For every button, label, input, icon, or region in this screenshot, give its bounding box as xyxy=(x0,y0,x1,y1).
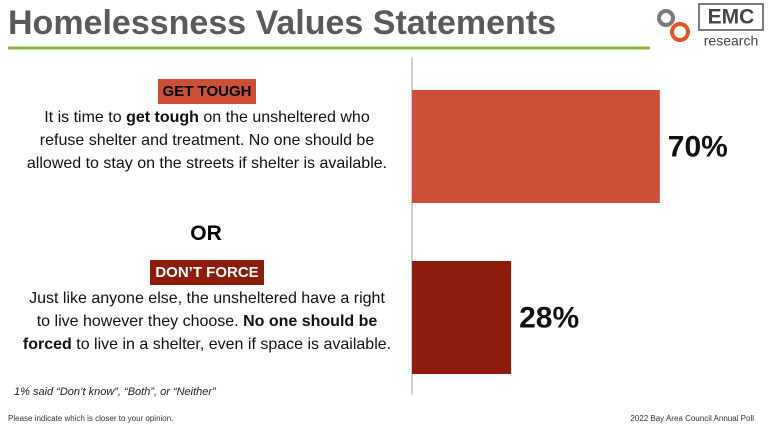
statement-emphasis: No one should be forced xyxy=(22,313,382,353)
logo-subtitle: research xyxy=(704,33,758,49)
statement-text: It is time to xyxy=(44,109,127,126)
annotation: 1% said “Don’t know”, “Both”, or “Neithe… xyxy=(14,386,216,398)
footer-note: Please indicate which is closer to your … xyxy=(8,414,174,423)
logo-name: EMC xyxy=(708,6,755,29)
separator: OR xyxy=(190,222,222,245)
statement-text: to live in a shelter, even if space is a… xyxy=(71,336,392,353)
value-label: 28% xyxy=(519,301,579,334)
statement-block: DON’T FORCE Just like anyone else, the un… xyxy=(22,260,392,356)
statement-text: Just like anyone else, the unsheltered h… xyxy=(29,290,390,330)
statement: Just like anyone else, the unsheltered h… xyxy=(22,287,392,356)
statement-block: GET TOUGH It is time to get tough on the … xyxy=(22,79,392,175)
category-label: GET TOUGH xyxy=(157,79,257,104)
bar xyxy=(412,261,512,374)
category-label: DON’T FORCE xyxy=(150,260,264,285)
logo-icon xyxy=(657,9,675,27)
statement-text: on the unsheltered who refuse shelter an… xyxy=(26,109,388,172)
statement-emphasis: get tough xyxy=(126,109,199,126)
logo-icon xyxy=(670,22,690,42)
value-label: 70% xyxy=(668,130,728,163)
bar xyxy=(412,90,660,203)
footer-source: 2022 Bay Area Council Annual Poll xyxy=(630,414,754,423)
title: Homelessness Values Statements xyxy=(8,4,557,42)
logo-box xyxy=(698,3,764,31)
statement: It is time to get tough on the unshelter… xyxy=(22,106,392,175)
